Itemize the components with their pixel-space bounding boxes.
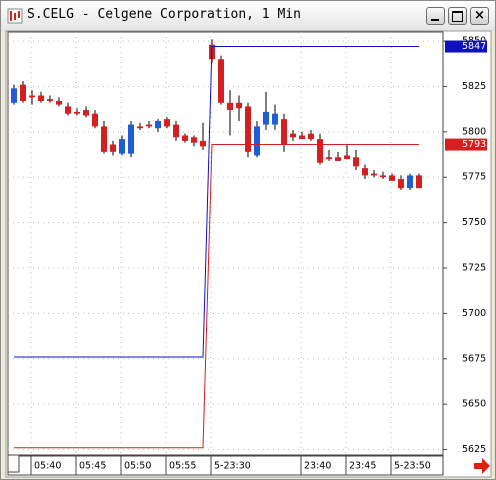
title-bar: S.CELG - Celgene Corporation, 1 Min ×: [1, 1, 495, 31]
candle-body: [398, 179, 404, 189]
x-tick-label: 23:40: [304, 461, 331, 472]
y-tick-label: 5700: [462, 308, 486, 319]
candle-body: [371, 173, 377, 176]
candle-body: [182, 135, 188, 141]
y-tick-label: 5675: [462, 353, 486, 364]
y-tick-label: 5750: [462, 217, 486, 228]
candle-body: [74, 111, 80, 114]
candle-body: [200, 140, 206, 147]
candle-body: [29, 95, 35, 98]
candle-body: [290, 133, 296, 138]
candle-body: [326, 157, 332, 160]
candle-body: [272, 113, 278, 125]
maximize-button[interactable]: [448, 7, 467, 25]
labels: 5625565056755700572557505775580058255850…: [34, 36, 487, 472]
candle-body: [407, 175, 413, 189]
price-label-box: [445, 138, 487, 151]
candle-body: [317, 139, 323, 163]
candle-body: [38, 95, 44, 101]
candle-body: [218, 59, 224, 103]
scroll-arrow[interactable]: [474, 458, 490, 474]
candle-body: [389, 175, 395, 181]
y-tick-label: 5725: [462, 263, 486, 274]
minimize-button[interactable]: [426, 7, 445, 25]
candle-body: [110, 144, 116, 152]
plot-area: [7, 31, 444, 456]
candle-body: [47, 99, 53, 101]
candle-body: [227, 102, 233, 111]
candle-body: [20, 84, 26, 101]
candle-body: [146, 124, 152, 127]
candle-body: [191, 137, 197, 143]
candle-body: [119, 139, 125, 154]
candle-body: [236, 102, 242, 109]
candle-body: [245, 106, 251, 152]
indicator-line: [14, 144, 419, 449]
marks: [11, 39, 422, 449]
candle-body: [92, 113, 98, 127]
indicator-line: [14, 46, 419, 358]
x-tick-label: 23:45: [349, 461, 376, 472]
price-label: 5847: [462, 41, 486, 52]
close-button[interactable]: ×: [470, 7, 489, 25]
candle-body: [380, 175, 386, 178]
price-label: 5793: [462, 139, 486, 150]
candle-body: [101, 126, 107, 152]
x-tick-label: 05:50: [124, 461, 151, 472]
candle-body: [173, 124, 179, 138]
candle-body: [11, 88, 17, 103]
y-tick-label: 5650: [462, 399, 486, 410]
candle-body: [155, 120, 161, 129]
candle-body: [353, 157, 359, 167]
candle-body: [344, 155, 350, 160]
candle-body: [164, 119, 170, 127]
x-tick-label: 05:40: [34, 461, 61, 472]
candle-body: [362, 168, 368, 176]
x-tick-label: 05:55: [169, 461, 196, 472]
y-tick-label: 5825: [462, 81, 486, 92]
x-tick-label: 05:45: [79, 461, 106, 472]
candle-body: [263, 111, 269, 125]
candle-body: [56, 100, 62, 105]
y-tick-label: 5775: [462, 172, 486, 183]
candle-body: [83, 110, 89, 116]
window-title: S.CELG - Celgene Corporation, 1 Min: [27, 7, 301, 22]
candle-body: [128, 124, 134, 154]
candle-body: [335, 157, 341, 161]
y-tick-label: 5625: [462, 444, 486, 455]
candle-body: [281, 119, 287, 145]
candle-body: [254, 126, 260, 156]
candle-body: [65, 106, 71, 114]
scroll-box[interactable]: [7, 454, 20, 473]
grid: [8, 32, 447, 475]
candle-body: [299, 135, 305, 140]
candle-body: [137, 126, 143, 129]
candle-body: [416, 175, 422, 189]
x-tick-label: 5-23:50: [394, 461, 431, 472]
price-label-box: [445, 40, 487, 53]
candle-body: [308, 133, 314, 140]
x-tick-label: 5-23:30: [214, 461, 251, 472]
app-icon: [7, 8, 23, 24]
y-tick-label: 5800: [462, 126, 486, 137]
